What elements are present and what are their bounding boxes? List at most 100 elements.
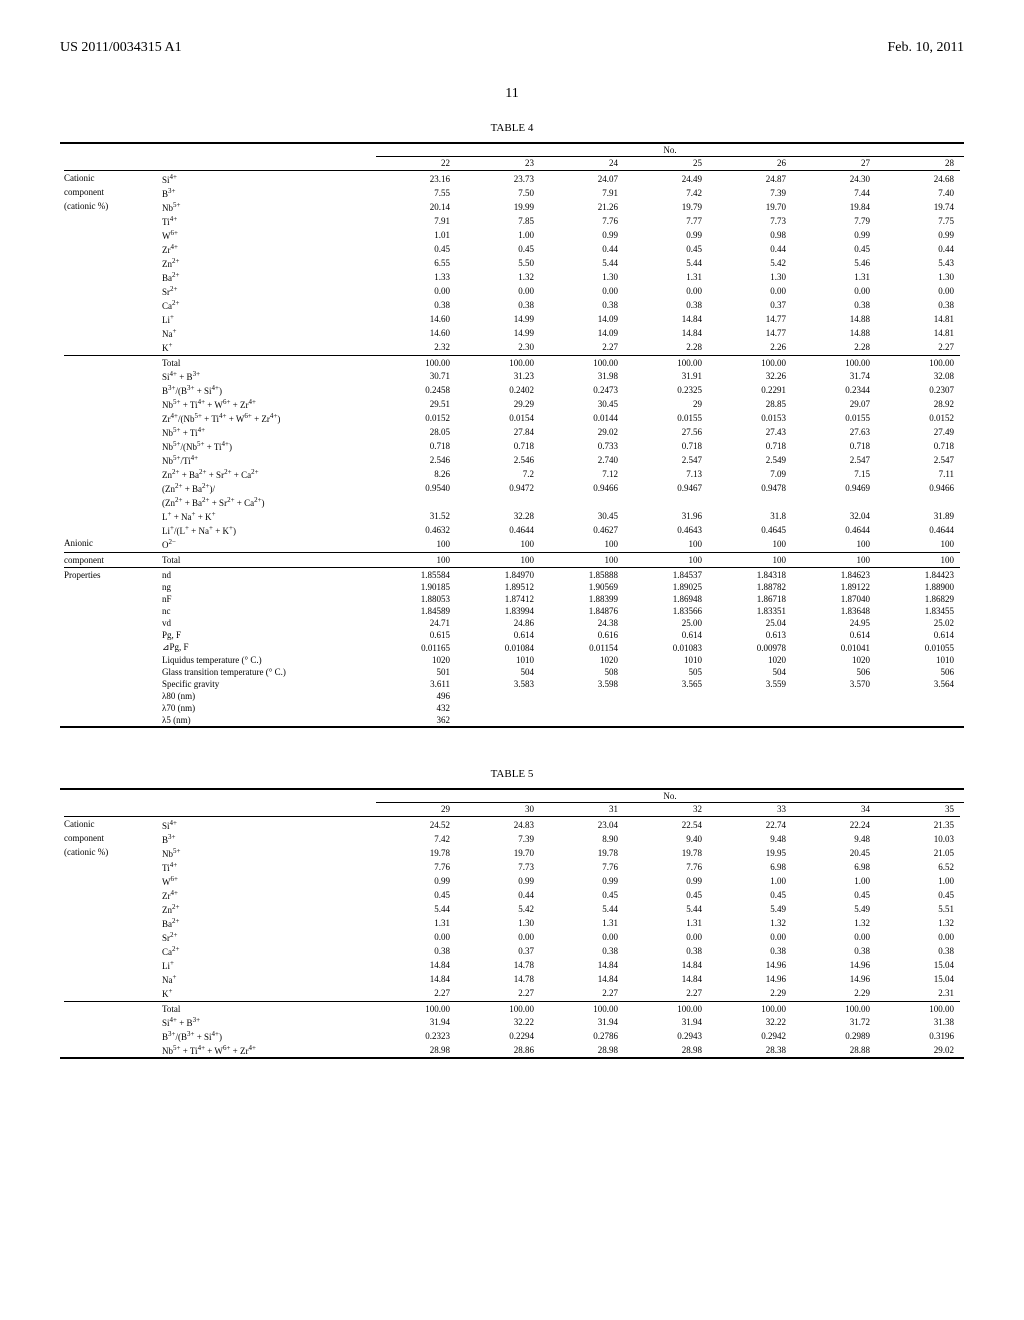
cell: 7.39: [460, 832, 544, 846]
cell: 362: [376, 714, 460, 726]
cell: 22.54: [628, 818, 712, 832]
cell: 0.9466: [544, 481, 628, 495]
group-label: [60, 714, 158, 726]
param-label: Total: [158, 1003, 376, 1015]
cell: 5.49: [796, 902, 880, 916]
cell: 1.84537: [628, 569, 712, 581]
cell: 14.99: [460, 312, 544, 326]
cell: 2.547: [880, 453, 964, 467]
cell: 24.68: [880, 172, 964, 186]
cell: 31.72: [796, 1015, 880, 1029]
cell: 100.00: [628, 1003, 712, 1015]
param-label: L+ + Na+ + K+: [158, 509, 376, 523]
param-label: Nb5+/Ti4+: [158, 453, 376, 467]
cell: 0.9478: [712, 481, 796, 495]
cell: 31.94: [376, 1015, 460, 1029]
cell: 1.30: [880, 270, 964, 284]
cell: 20.45: [796, 846, 880, 860]
param-label: Total: [158, 357, 376, 369]
group-label: [60, 944, 158, 958]
cell: 14.84: [628, 958, 712, 972]
cell: 0.2307: [880, 383, 964, 397]
cell: 7.76: [544, 214, 628, 228]
cell: 1.85584: [376, 569, 460, 581]
table-row: Specific gravity3.6113.5833.5983.5653.55…: [60, 678, 964, 690]
cell: 1.32: [460, 270, 544, 284]
cell: 100: [880, 537, 964, 551]
cell: 5.43: [880, 256, 964, 270]
cell: 14.78: [460, 972, 544, 986]
cell: 5.49: [712, 902, 796, 916]
cell: 1.01: [376, 228, 460, 242]
group-label: [60, 702, 158, 714]
cell: [880, 702, 964, 714]
table-row: λ70 (nm)432: [60, 702, 964, 714]
cell: 1.31: [544, 916, 628, 930]
cell: 0.00: [376, 930, 460, 944]
cell: 7.40: [880, 186, 964, 200]
group-label: component: [60, 832, 158, 846]
cell: 7.79: [796, 214, 880, 228]
cell: 1.33: [376, 270, 460, 284]
cell: 5.44: [544, 902, 628, 916]
cell: 27.63: [796, 425, 880, 439]
cell: 0.4632: [376, 523, 460, 537]
cell: [712, 714, 796, 726]
param-label: Zn2+: [158, 256, 376, 270]
col-header: 30: [460, 803, 544, 816]
cell: 7.2: [460, 467, 544, 481]
cell: 100.00: [460, 1003, 544, 1015]
group-label: [60, 439, 158, 453]
cell: 6.52: [880, 860, 964, 874]
cell: 432: [376, 702, 460, 714]
cell: 25.00: [628, 617, 712, 629]
cell: 0.38: [880, 298, 964, 312]
cell: 5.44: [628, 902, 712, 916]
cell: 0.00: [712, 930, 796, 944]
cell: 3.598: [544, 678, 628, 690]
param-label: nc: [158, 605, 376, 617]
table-row: Ti4+7.767.737.767.766.986.986.52: [60, 860, 964, 874]
cell: 100: [628, 554, 712, 566]
cell: [880, 495, 964, 509]
cell: 2.29: [796, 986, 880, 1000]
cell: 0.0154: [460, 411, 544, 425]
cell: 0.38: [880, 944, 964, 958]
cell: 0.2943: [628, 1029, 712, 1043]
param-label: (Zn2+ + Ba2+)/: [158, 481, 376, 495]
table-row: λ80 (nm)496: [60, 690, 964, 702]
cell: 7.15: [796, 467, 880, 481]
col-header: 22: [376, 157, 460, 170]
group-label: [60, 397, 158, 411]
cell: 0.00: [796, 930, 880, 944]
cell: [880, 690, 964, 702]
table-row: Ba2+1.311.301.311.311.321.321.32: [60, 916, 964, 930]
cell: 0.615: [376, 629, 460, 641]
table-row: Na+14.8414.7814.8414.8414.9614.9615.04: [60, 972, 964, 986]
cell: 1.89122: [796, 581, 880, 593]
cell: [628, 495, 712, 509]
cell: 0.2294: [460, 1029, 544, 1043]
cell: 24.95: [796, 617, 880, 629]
cell: 1.84970: [460, 569, 544, 581]
cell: 19.78: [376, 846, 460, 860]
param-label: λ80 (nm): [158, 690, 376, 702]
group-label: [60, 481, 158, 495]
cell: 1.83351: [712, 605, 796, 617]
cell: 6.98: [712, 860, 796, 874]
cell: 14.88: [796, 326, 880, 340]
cell: 0.0153: [712, 411, 796, 425]
cell: 0.2989: [796, 1029, 880, 1043]
cell: 0.9466: [880, 481, 964, 495]
cell: 3.559: [712, 678, 796, 690]
cell: 1.31: [628, 916, 712, 930]
param-label: Sr2+: [158, 284, 376, 298]
cell: 14.99: [460, 326, 544, 340]
group-label: [60, 860, 158, 874]
cell: 2.27: [628, 986, 712, 1000]
cell: 19.78: [628, 846, 712, 860]
cell: 0.38: [796, 944, 880, 958]
cell: 28.05: [376, 425, 460, 439]
cell: 28.88: [796, 1043, 880, 1057]
table-row: Zr4+0.450.440.450.450.450.450.45: [60, 888, 964, 902]
